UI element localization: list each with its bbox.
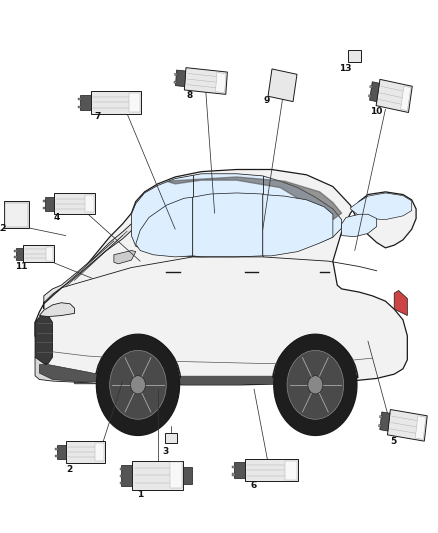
Text: 2: 2 — [66, 465, 72, 473]
Text: 8: 8 — [186, 92, 192, 100]
Polygon shape — [193, 193, 263, 257]
Circle shape — [110, 350, 166, 419]
Bar — [215, 72, 226, 93]
Bar — [43, 199, 46, 201]
Bar — [120, 482, 122, 484]
Bar — [66, 441, 105, 463]
Polygon shape — [136, 197, 193, 257]
Bar — [368, 95, 371, 98]
Bar — [176, 70, 186, 87]
Bar — [234, 462, 245, 478]
Bar — [184, 68, 227, 94]
Bar — [85, 195, 94, 212]
Text: 5: 5 — [390, 437, 396, 446]
Bar — [348, 50, 361, 62]
Polygon shape — [342, 214, 377, 237]
Bar — [129, 93, 140, 112]
Bar — [78, 106, 81, 108]
Polygon shape — [35, 169, 416, 385]
Bar — [43, 207, 46, 209]
Polygon shape — [131, 174, 342, 257]
Bar — [370, 85, 372, 88]
Bar — [401, 86, 411, 111]
Polygon shape — [166, 177, 342, 220]
Bar — [370, 82, 379, 102]
Polygon shape — [39, 365, 105, 382]
Bar — [23, 245, 54, 262]
Bar — [120, 468, 122, 470]
Polygon shape — [39, 303, 74, 317]
Bar — [174, 73, 177, 76]
Bar — [78, 98, 81, 100]
Bar — [16, 248, 23, 260]
Bar — [55, 448, 58, 450]
Bar — [380, 412, 390, 431]
Text: 4: 4 — [54, 213, 60, 222]
Text: 6: 6 — [250, 481, 256, 489]
Polygon shape — [114, 251, 136, 264]
Bar — [245, 459, 298, 481]
Bar — [174, 81, 177, 84]
Text: 1: 1 — [137, 490, 143, 499]
Bar — [376, 79, 412, 112]
Bar — [183, 467, 192, 483]
Bar — [170, 462, 181, 488]
Bar — [45, 197, 54, 211]
Text: 12: 12 — [0, 224, 6, 232]
Text: 10: 10 — [371, 108, 383, 116]
Bar — [132, 461, 183, 490]
Bar — [232, 473, 235, 475]
Bar — [14, 256, 17, 259]
Circle shape — [96, 334, 180, 435]
Bar — [165, 433, 177, 443]
Bar — [378, 424, 381, 427]
Text: 9: 9 — [263, 96, 269, 104]
Bar — [14, 250, 17, 252]
Text: 11: 11 — [15, 262, 27, 271]
Text: 13: 13 — [339, 64, 351, 72]
Bar — [57, 445, 66, 459]
Circle shape — [287, 350, 344, 419]
Polygon shape — [394, 290, 407, 316]
Polygon shape — [35, 312, 53, 364]
Bar — [268, 69, 297, 102]
Bar — [46, 247, 53, 261]
Bar — [388, 409, 427, 441]
Polygon shape — [350, 193, 412, 220]
Circle shape — [131, 376, 145, 394]
Circle shape — [308, 376, 323, 394]
Bar — [4, 201, 29, 228]
Bar — [55, 455, 58, 457]
Circle shape — [274, 334, 357, 435]
Polygon shape — [74, 376, 328, 383]
Bar — [415, 416, 426, 439]
Bar — [121, 465, 132, 486]
Bar — [91, 91, 141, 114]
Polygon shape — [35, 357, 123, 385]
Polygon shape — [44, 224, 136, 309]
Bar — [285, 461, 297, 480]
Text: 3: 3 — [162, 447, 169, 456]
Bar — [80, 94, 91, 110]
Text: 7: 7 — [94, 112, 100, 120]
Bar — [95, 443, 104, 461]
Polygon shape — [263, 195, 333, 256]
Bar — [54, 193, 95, 214]
Bar — [232, 466, 235, 468]
Bar — [379, 416, 382, 418]
Bar — [120, 475, 122, 477]
Bar — [5, 203, 28, 227]
